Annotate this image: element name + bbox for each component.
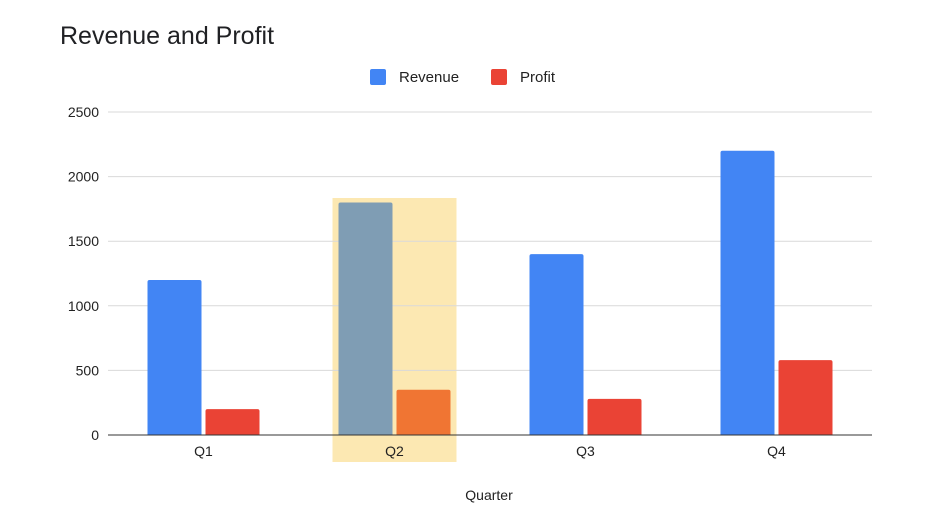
bar-revenue-q4[interactable] — [720, 150, 775, 435]
x-tick-label-q4: Q4 — [767, 443, 786, 459]
y-tick-label: 1500 — [68, 233, 99, 249]
bar-profit-q2[interactable] — [396, 389, 451, 435]
bar-profit-q1[interactable] — [205, 409, 260, 435]
x-tick-label-q3: Q3 — [576, 443, 595, 459]
x-axis-ticks: Q1 Q2 Q3 Q4 — [194, 443, 786, 459]
bar-revenue-q2[interactable] — [338, 202, 393, 435]
x-tick-label-q2: Q2 — [385, 443, 404, 459]
legend-label-profit: Profit — [520, 69, 556, 86]
y-tick-label: 2500 — [68, 104, 99, 120]
y-tick-label: 2000 — [68, 169, 99, 185]
legend-swatch-revenue — [370, 69, 386, 85]
y-tick-label: 1000 — [68, 298, 99, 314]
bar-revenue-q1[interactable] — [147, 279, 202, 435]
y-tick-label: 500 — [76, 362, 100, 378]
bars-layer — [108, 150, 872, 436]
bar-revenue-q3[interactable] — [529, 254, 584, 435]
bar-profit-q4[interactable] — [778, 360, 833, 435]
legend: Revenue Profit — [370, 69, 556, 86]
chart-title: Revenue and Profit — [60, 22, 274, 50]
y-axis-ticks: 0 500 1000 1500 2000 2500 — [68, 104, 99, 443]
legend-label-revenue: Revenue — [399, 69, 459, 86]
bar-profit-q3[interactable] — [587, 398, 642, 435]
x-tick-label-q1: Q1 — [194, 443, 213, 459]
x-axis-label: Quarter — [465, 487, 513, 503]
legend-swatch-profit — [491, 69, 507, 85]
y-tick-label: 0 — [91, 427, 99, 443]
